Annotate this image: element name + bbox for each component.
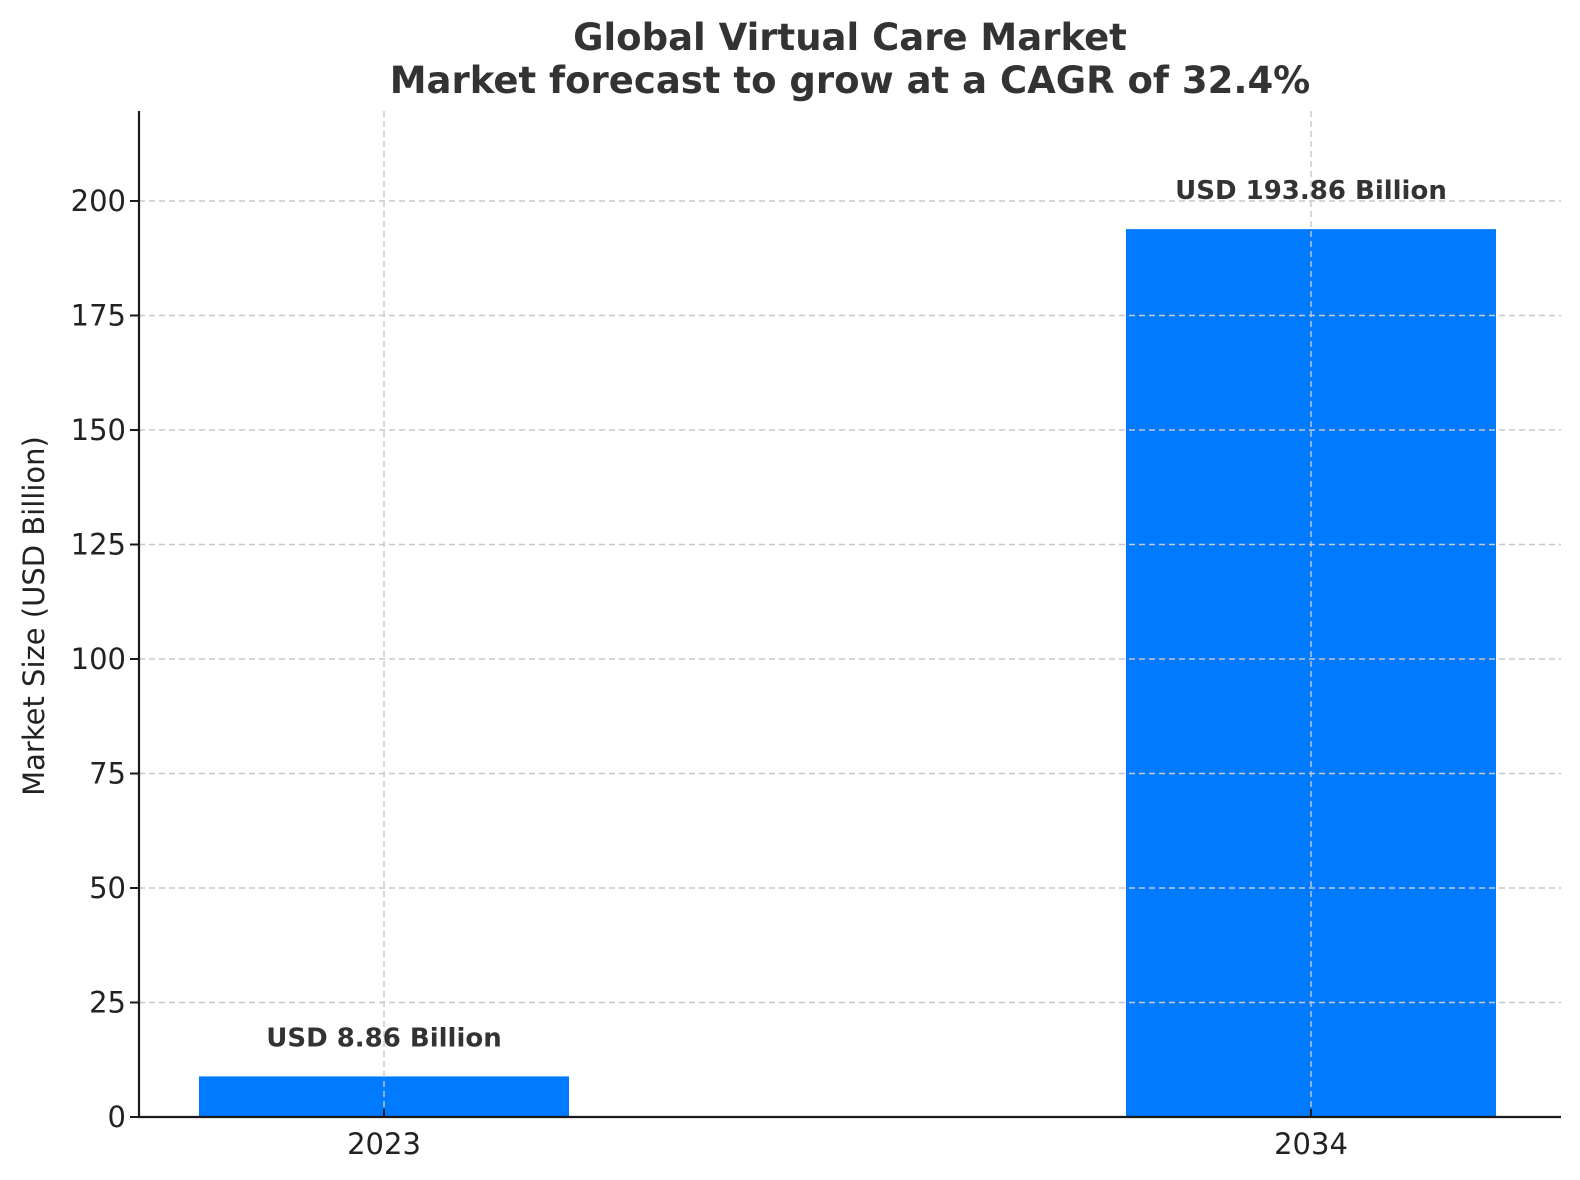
gridlines: [139, 111, 1561, 1117]
data-labels: USD 8.86 Billion USD 193.86 Billion: [266, 176, 1447, 1053]
y-tick-label: 125: [71, 528, 126, 562]
y-tick-label: 175: [71, 299, 126, 333]
bar-value-label: USD 8.86 Billion: [266, 1023, 502, 1053]
x-ticks: 2023 2034: [347, 1109, 1348, 1161]
y-tick-label: 75: [89, 757, 126, 791]
bar-value-label: USD 193.86 Billion: [1175, 176, 1447, 206]
y-tick-label: 150: [71, 413, 126, 447]
y-axis-label: Market Size (USD Billion): [17, 436, 51, 796]
y-ticks: 0 25 50 75 100 125 150 175 200: [71, 184, 139, 1134]
chart-subtitle: Market forecast to grow at a CAGR of 32.…: [390, 59, 1311, 102]
x-tick-label: 2023: [347, 1127, 421, 1161]
y-tick-label: 50: [89, 871, 126, 905]
y-tick-label: 25: [89, 986, 126, 1020]
y-tick-label: 200: [71, 184, 126, 218]
axes: [137, 111, 1561, 1119]
x-tick-label: 2034: [1274, 1127, 1348, 1161]
chart-title: Global Virtual Care Market: [573, 16, 1127, 59]
y-tick-label: 0: [108, 1100, 126, 1134]
bars: [199, 229, 1496, 1117]
y-tick-label: 100: [71, 642, 126, 676]
